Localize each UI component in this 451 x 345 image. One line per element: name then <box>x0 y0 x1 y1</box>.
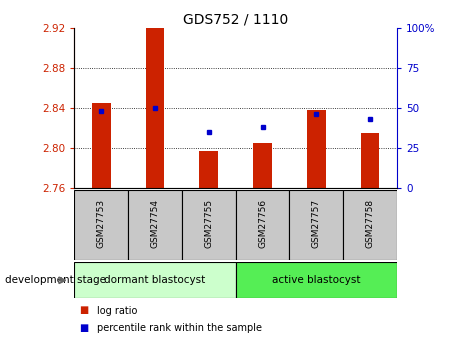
Text: GSM27756: GSM27756 <box>258 199 267 248</box>
Text: log ratio: log ratio <box>97 306 138 315</box>
Bar <box>307 110 326 188</box>
FancyBboxPatch shape <box>74 262 235 298</box>
Text: GSM27753: GSM27753 <box>97 199 106 248</box>
FancyBboxPatch shape <box>235 190 290 260</box>
Text: dormant blastocyst: dormant blastocyst <box>104 275 206 285</box>
Text: active blastocyst: active blastocyst <box>272 275 360 285</box>
FancyBboxPatch shape <box>290 190 343 260</box>
Text: ■: ■ <box>79 306 88 315</box>
Text: GSM27755: GSM27755 <box>204 199 213 248</box>
Bar <box>199 151 218 188</box>
Bar <box>92 103 110 188</box>
Bar <box>253 143 272 188</box>
FancyBboxPatch shape <box>74 190 128 260</box>
Text: percentile rank within the sample: percentile rank within the sample <box>97 323 262 333</box>
Bar <box>361 133 379 188</box>
FancyBboxPatch shape <box>343 190 397 260</box>
Text: development stage: development stage <box>5 275 106 285</box>
FancyBboxPatch shape <box>235 262 397 298</box>
Bar <box>146 27 165 188</box>
Title: GDS752 / 1110: GDS752 / 1110 <box>183 12 288 27</box>
Text: GSM27754: GSM27754 <box>151 199 160 248</box>
Text: GSM27757: GSM27757 <box>312 199 321 248</box>
Text: ■: ■ <box>79 323 88 333</box>
FancyBboxPatch shape <box>182 190 235 260</box>
FancyBboxPatch shape <box>128 190 182 260</box>
Text: GSM27758: GSM27758 <box>365 199 374 248</box>
